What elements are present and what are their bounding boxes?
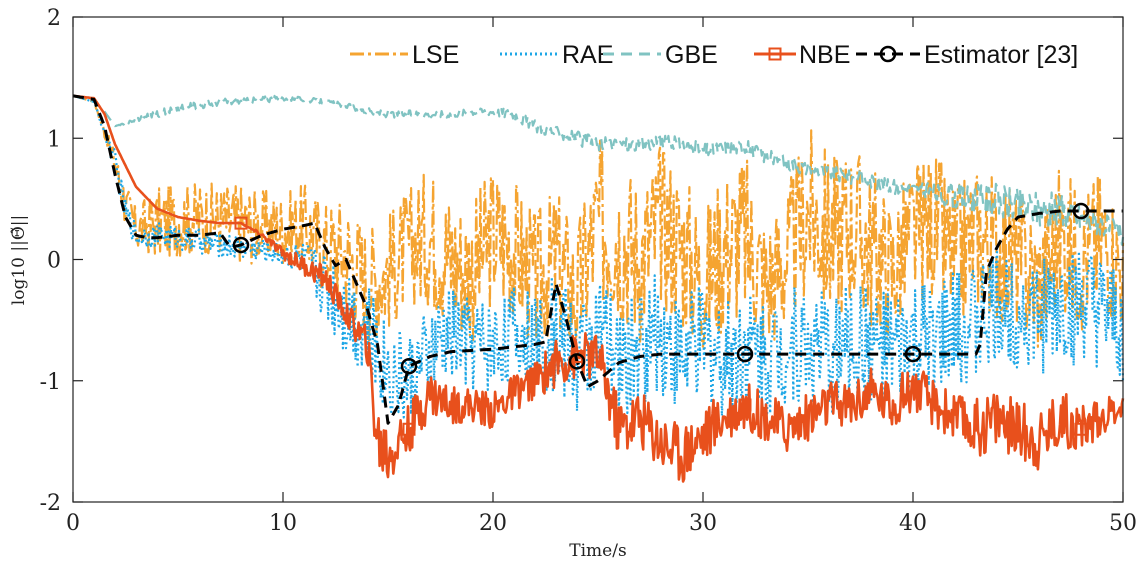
marker-square xyxy=(1074,422,1088,436)
series-line-nbe xyxy=(72,94,1125,483)
marker-circle xyxy=(736,345,754,363)
y-tick-label: 0 xyxy=(47,249,61,274)
y-tick-label: -2 xyxy=(40,491,61,516)
marker-square xyxy=(234,216,248,230)
x-axis-label: Time/s xyxy=(569,541,626,561)
series-line-estimator-23 xyxy=(72,94,1124,425)
legend-label: LSE xyxy=(412,41,459,69)
x-tick-label: 20 xyxy=(479,511,507,536)
x-tick-label: 0 xyxy=(66,511,80,536)
legend-label: GBE xyxy=(665,41,718,69)
x-tick-label: 30 xyxy=(689,511,717,536)
legend-marker-circle xyxy=(879,45,897,63)
marker-circle xyxy=(568,353,586,370)
legend-marker-square xyxy=(768,47,782,61)
legend-label: Estimator [23] xyxy=(924,41,1078,69)
x-tick-label: 10 xyxy=(269,511,297,536)
x-tick-label: 40 xyxy=(899,511,927,536)
marker-circle xyxy=(1072,202,1090,220)
legend-label: NBE xyxy=(799,41,850,69)
y-axis-label: log10 ||Θ̃|| xyxy=(9,215,29,305)
marker-circle xyxy=(400,357,418,375)
series-line-gbe xyxy=(72,94,1125,246)
y-tick-label: 1 xyxy=(47,127,61,152)
series-layer xyxy=(72,94,1125,483)
marker-circle xyxy=(904,345,922,363)
x-tick-label: 50 xyxy=(1109,511,1137,536)
marker-square xyxy=(402,422,416,436)
legend: LSE RAE GBE NBE Estimator [23] xyxy=(350,41,1078,69)
marker-circle xyxy=(232,236,250,254)
marker-layer xyxy=(232,202,1090,436)
y-tick-label: -1 xyxy=(40,370,61,395)
series-line-lse xyxy=(72,94,1125,348)
marker-square xyxy=(906,380,920,394)
ticks-layer: 0 10 20 30 40 50 -2 -1 0 1 2 xyxy=(40,6,1137,536)
y-tick-label: 2 xyxy=(47,6,61,31)
marker-square xyxy=(738,398,752,412)
